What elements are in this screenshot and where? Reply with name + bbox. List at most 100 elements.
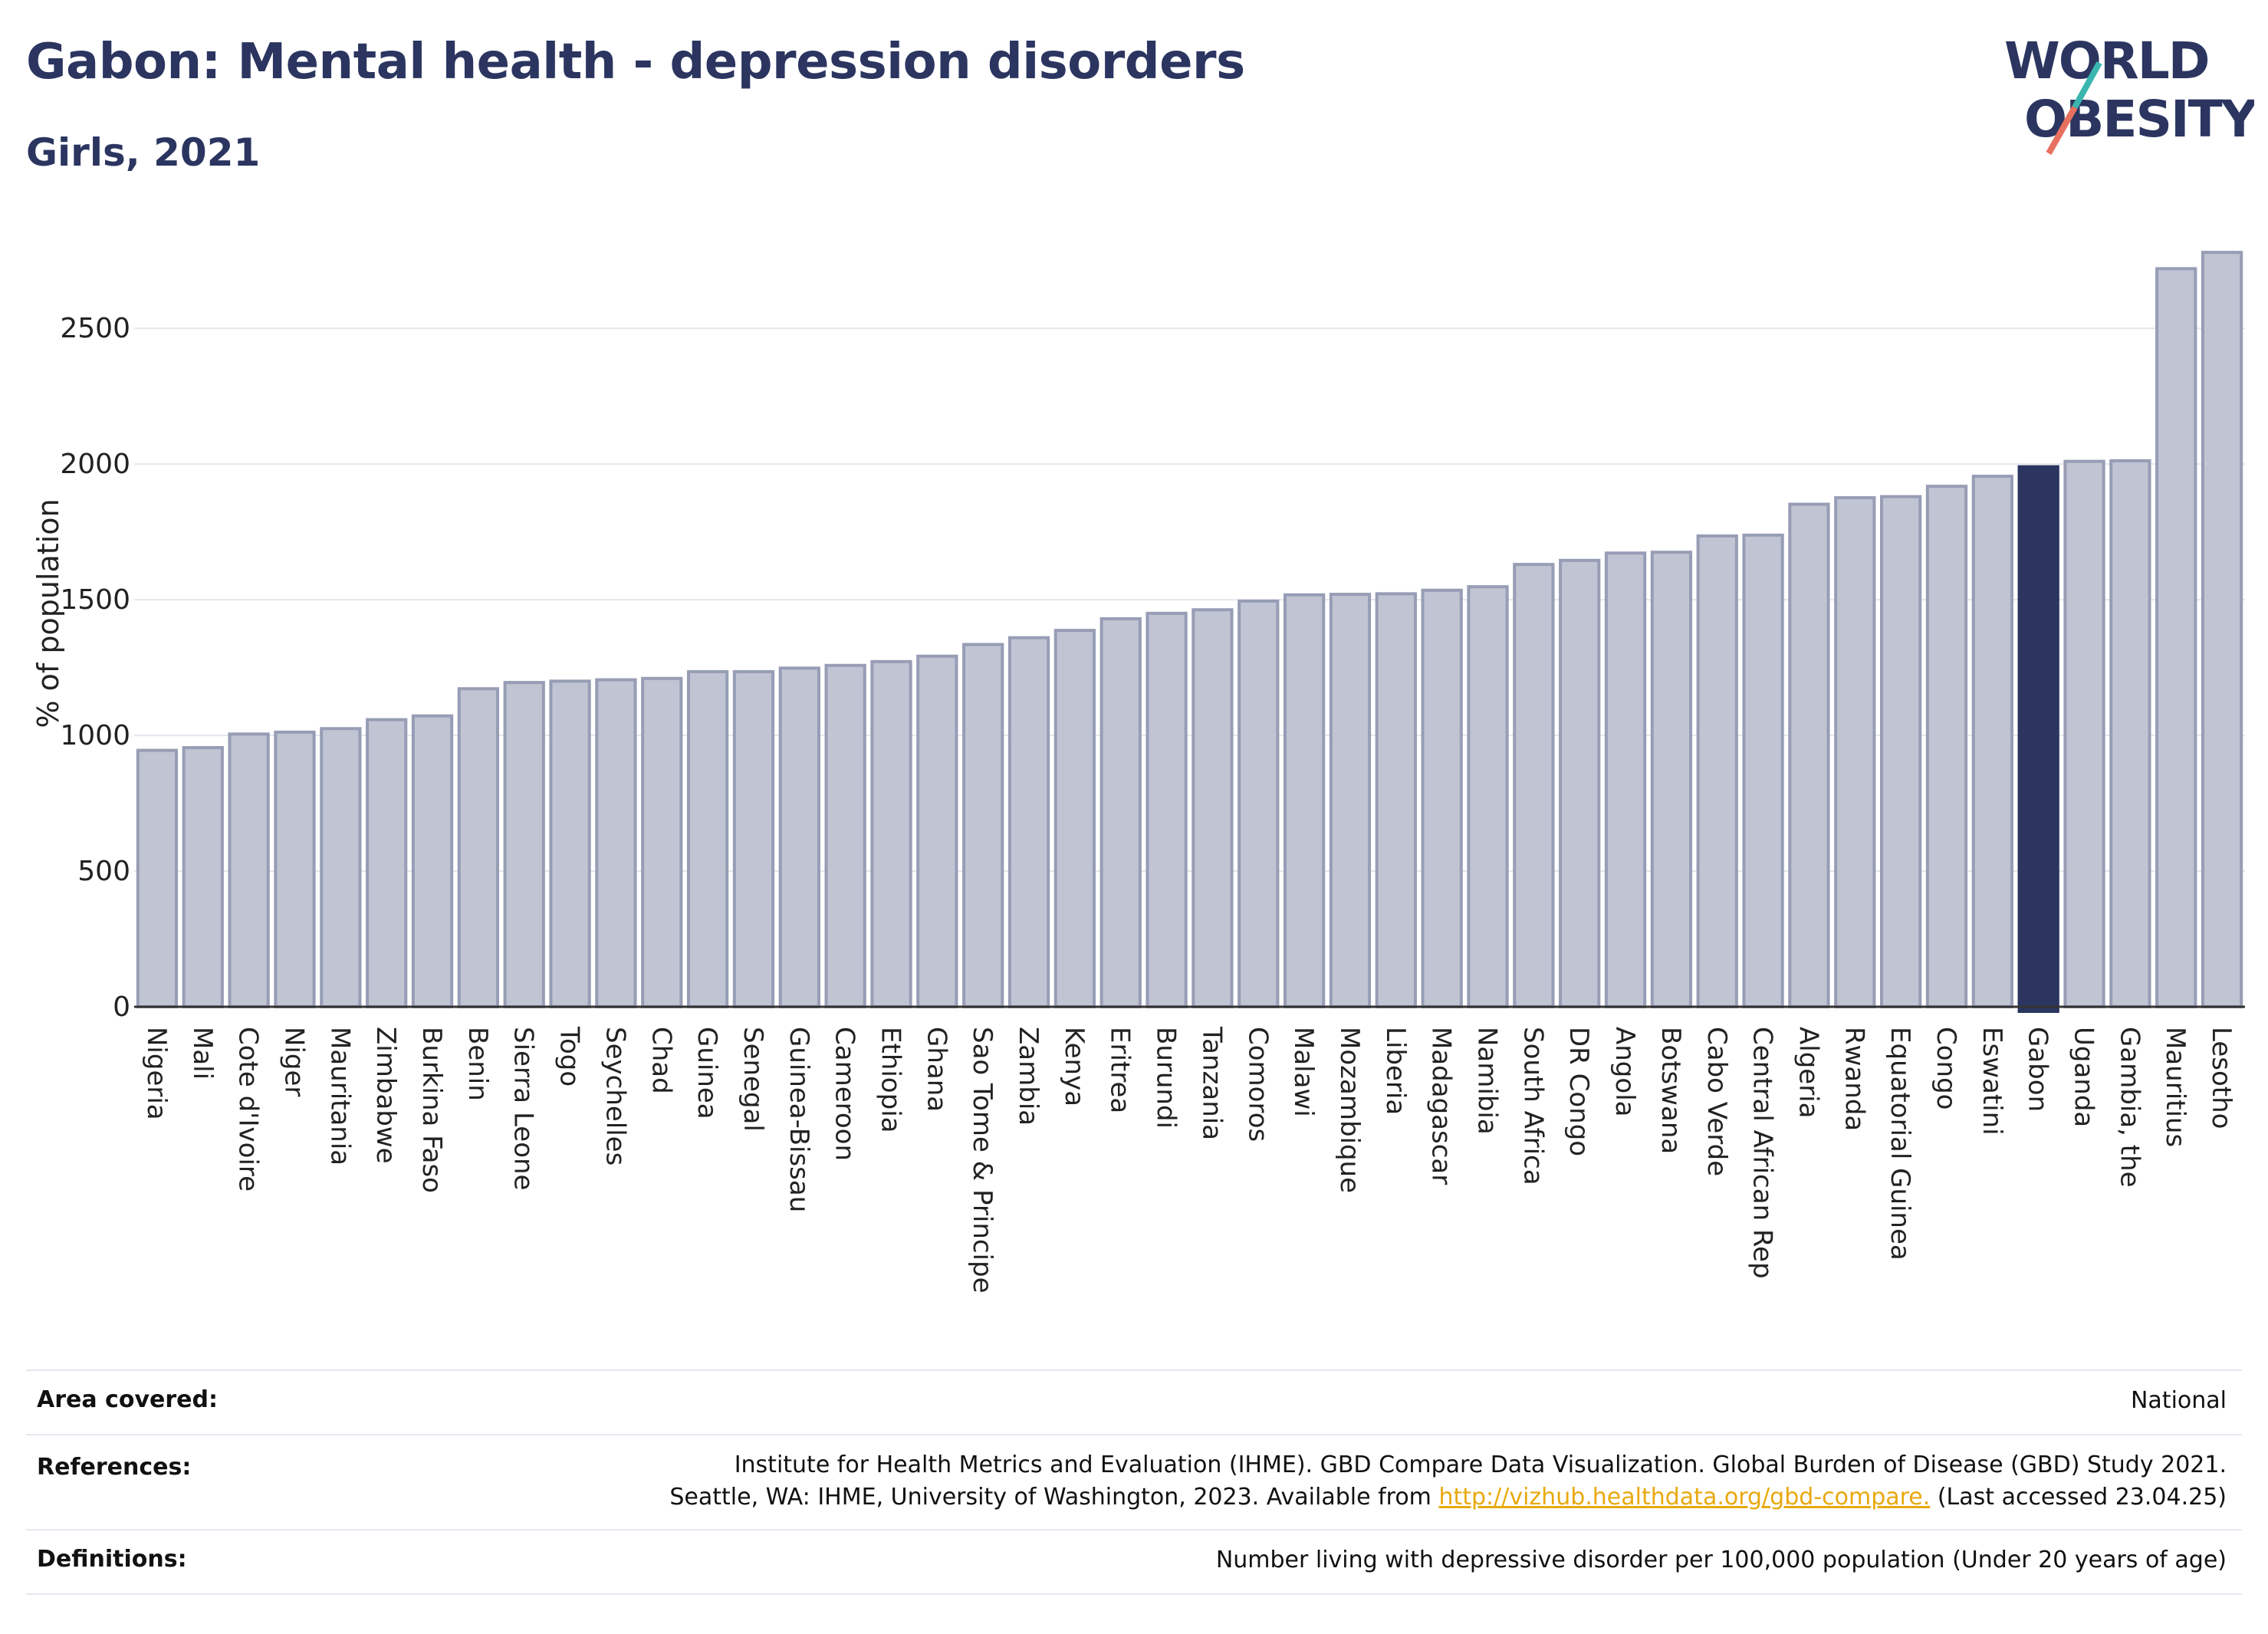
references-label: References: xyxy=(37,1454,192,1481)
bar-zambia xyxy=(1007,636,1050,1008)
references-link[interactable]: http://vizhub.healthdata.org/gbd-compare… xyxy=(1438,1484,1931,1511)
x-tick-label: Lesotho xyxy=(2206,1027,2237,1129)
bar-cabo-verde xyxy=(1696,534,1738,1008)
chart-subtitle: Girls, 2021 xyxy=(26,130,261,175)
x-tick-label: Gabon xyxy=(2023,1027,2053,1112)
references-line2-post: (Last accessed 23.04.25) xyxy=(1930,1484,2227,1511)
x-tick-label: Sierra Leone xyxy=(508,1027,539,1190)
x-tick-label: Ethiopia xyxy=(875,1027,906,1133)
bar-liberia xyxy=(1375,592,1417,1008)
x-tick-label: Equatorial Guinea xyxy=(1885,1027,1915,1261)
y-tick-label: 0 xyxy=(113,991,130,1023)
x-tick-label: Cameroon xyxy=(830,1027,860,1161)
references-line2: Seattle, WA: IHME, University of Washing… xyxy=(26,1481,2227,1514)
x-tick-label: Angola xyxy=(1609,1027,1640,1116)
bar-namibia xyxy=(1467,585,1509,1008)
x-tick-label: Zimbabwe xyxy=(370,1027,401,1164)
chart-title: Gabon: Mental health - depression disord… xyxy=(26,34,1245,90)
bar-uganda xyxy=(2063,459,2105,1008)
bar-sierra-leone xyxy=(503,681,545,1008)
bar-angola xyxy=(1604,551,1647,1008)
bar-ghana xyxy=(916,654,958,1008)
references-line1: Institute for Health Metrics and Evaluat… xyxy=(734,1452,2227,1478)
bar-cote-d-ivoire xyxy=(228,732,270,1008)
bar-nigeria xyxy=(136,748,179,1008)
bar-sao-tome-principe xyxy=(962,643,1004,1008)
bar-eritrea xyxy=(1099,616,1142,1008)
bar-tanzania xyxy=(1192,608,1234,1008)
bar-chad xyxy=(641,676,683,1008)
x-tick-label: Senegal xyxy=(738,1027,768,1132)
footer-table: Area covered: National References: Insti… xyxy=(26,1369,2242,1595)
x-tick-label: Algeria xyxy=(1793,1027,1823,1118)
bar-lesotho xyxy=(2201,251,2243,1009)
x-tick-label: Madagascar xyxy=(1426,1027,1457,1185)
bar-congo xyxy=(1925,485,1968,1008)
footer-references-row: References: Institute for Health Metrics… xyxy=(26,1434,2242,1529)
x-tick-label: Zambia xyxy=(1013,1027,1044,1126)
bar-rwanda xyxy=(1834,496,1876,1008)
x-tick-label: Mauritius xyxy=(2160,1027,2191,1147)
x-tick-label: Ghana xyxy=(921,1027,952,1112)
x-tick-label: Uganda xyxy=(2069,1027,2099,1127)
bar-togo xyxy=(549,679,591,1008)
x-tick-label: Guinea xyxy=(692,1027,722,1119)
x-tick-label: Botswana xyxy=(1655,1027,1686,1154)
bar-mozambique xyxy=(1329,593,1372,1008)
bar-ethiopia xyxy=(870,659,912,1009)
x-axis-labels: Nigeria Mali Cote d'Ivoire Niger Mauritania Z… xyxy=(141,1026,2237,1294)
bar-cameroon xyxy=(824,663,866,1008)
x-tick-label: Togo xyxy=(554,1026,585,1087)
bar-botswana xyxy=(1650,551,1693,1008)
area-label: Area covered: xyxy=(37,1386,218,1413)
bar-burkina-faso xyxy=(411,714,454,1009)
bar-mauritius xyxy=(2155,267,2197,1008)
x-tick-label: Comoros xyxy=(1242,1027,1273,1142)
x-tick-label: Nigeria xyxy=(141,1027,172,1120)
bar-central-african-rep xyxy=(1742,533,1784,1008)
x-tick-label: Namibia xyxy=(1472,1027,1503,1135)
footer-definitions-row: Definitions: Number living with depressi… xyxy=(26,1529,2242,1595)
references-line2-pre: Seattle, WA: IHME, University of Washing… xyxy=(669,1484,1439,1511)
world-obesity-logo: WORLD OBESITY xyxy=(2004,31,2254,155)
x-tick-label: Congo xyxy=(1931,1027,1961,1110)
logo-line1: WORLD xyxy=(2004,31,2209,90)
bar-mauritania xyxy=(320,727,362,1008)
x-tick-label: Niger xyxy=(278,1027,309,1096)
bar-comoros xyxy=(1238,599,1280,1008)
y-tick-label: 1500 xyxy=(60,584,130,616)
bar-senegal xyxy=(732,669,775,1008)
logo-line2: OBESITY xyxy=(2024,90,2254,149)
x-tick-label: Malawi xyxy=(1288,1027,1319,1117)
y-axis-label: % of population xyxy=(31,498,65,728)
x-tick-label: Eritrea xyxy=(1105,1027,1136,1113)
bar-algeria xyxy=(1788,502,1830,1008)
x-tick-label: Burkina Faso xyxy=(416,1027,447,1193)
bar-guinea xyxy=(686,669,729,1008)
bar-malawi xyxy=(1283,593,1326,1008)
x-tick-label: Rwanda xyxy=(1839,1027,1869,1131)
bar-madagascar xyxy=(1421,588,1463,1008)
x-tick-label: Gambia, the xyxy=(2114,1027,2145,1188)
bar-gambia-the xyxy=(2109,459,2151,1008)
footer-area-row: Area covered: National xyxy=(26,1369,2242,1434)
bar-chart: 0 500 1000 1500 2000 2500 Nigeria Mali Cote d'I… xyxy=(31,251,2245,1294)
x-tick-label: DR Congo xyxy=(1563,1027,1594,1156)
x-tick-label: Benin xyxy=(462,1027,493,1101)
x-tick-label: Cabo Verde xyxy=(1701,1027,1732,1176)
logo-slash-teal xyxy=(2072,61,2102,109)
y-tick-label: 2500 xyxy=(60,313,130,344)
x-tick-label: Kenya xyxy=(1059,1027,1090,1106)
y-tick-label: 500 xyxy=(77,856,130,887)
definitions-label: Definitions: xyxy=(37,1546,187,1573)
x-tick-label: Burundi xyxy=(1151,1027,1182,1129)
x-tick-label: Seychelles xyxy=(600,1027,630,1165)
definitions-value: Number living with depressive disorder p… xyxy=(1215,1547,2227,1573)
y-tick-label: 1000 xyxy=(60,720,130,751)
x-tick-label: Chad xyxy=(646,1027,676,1094)
x-tick-label: Mozambique xyxy=(1334,1027,1365,1193)
bar-zimbabwe xyxy=(366,718,408,1008)
area-value: National xyxy=(2130,1387,2227,1414)
bar-eswatini xyxy=(1971,475,2013,1008)
y-axis-ticks: 0 500 1000 1500 2000 2500 xyxy=(60,313,130,1023)
